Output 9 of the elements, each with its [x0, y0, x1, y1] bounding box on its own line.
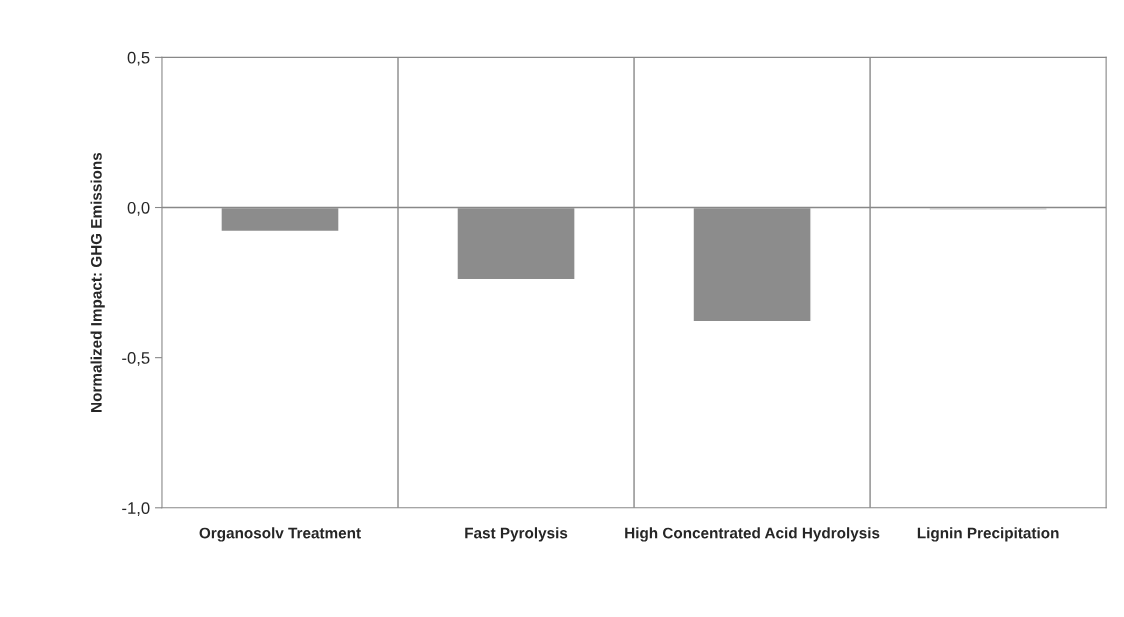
y-tick-label: -1,0 — [122, 502, 150, 516]
y-axis-title: Normalized Impact: GHG Emissions — [90, 152, 105, 412]
x-tick-label: Fast Pyrolysis — [465, 527, 568, 542]
x-tick-label: Lignin Precipitation — [917, 527, 1059, 542]
y-tick-label: -0,5 — [122, 352, 150, 366]
x-tick-label: Organosolv Treatment — [199, 527, 361, 542]
y-tick-label: 0,5 — [127, 51, 150, 66]
x-tick-label: High Concentrated Acid Hydrolysis — [625, 527, 880, 542]
y-tick-label: 0,0 — [127, 201, 150, 216]
